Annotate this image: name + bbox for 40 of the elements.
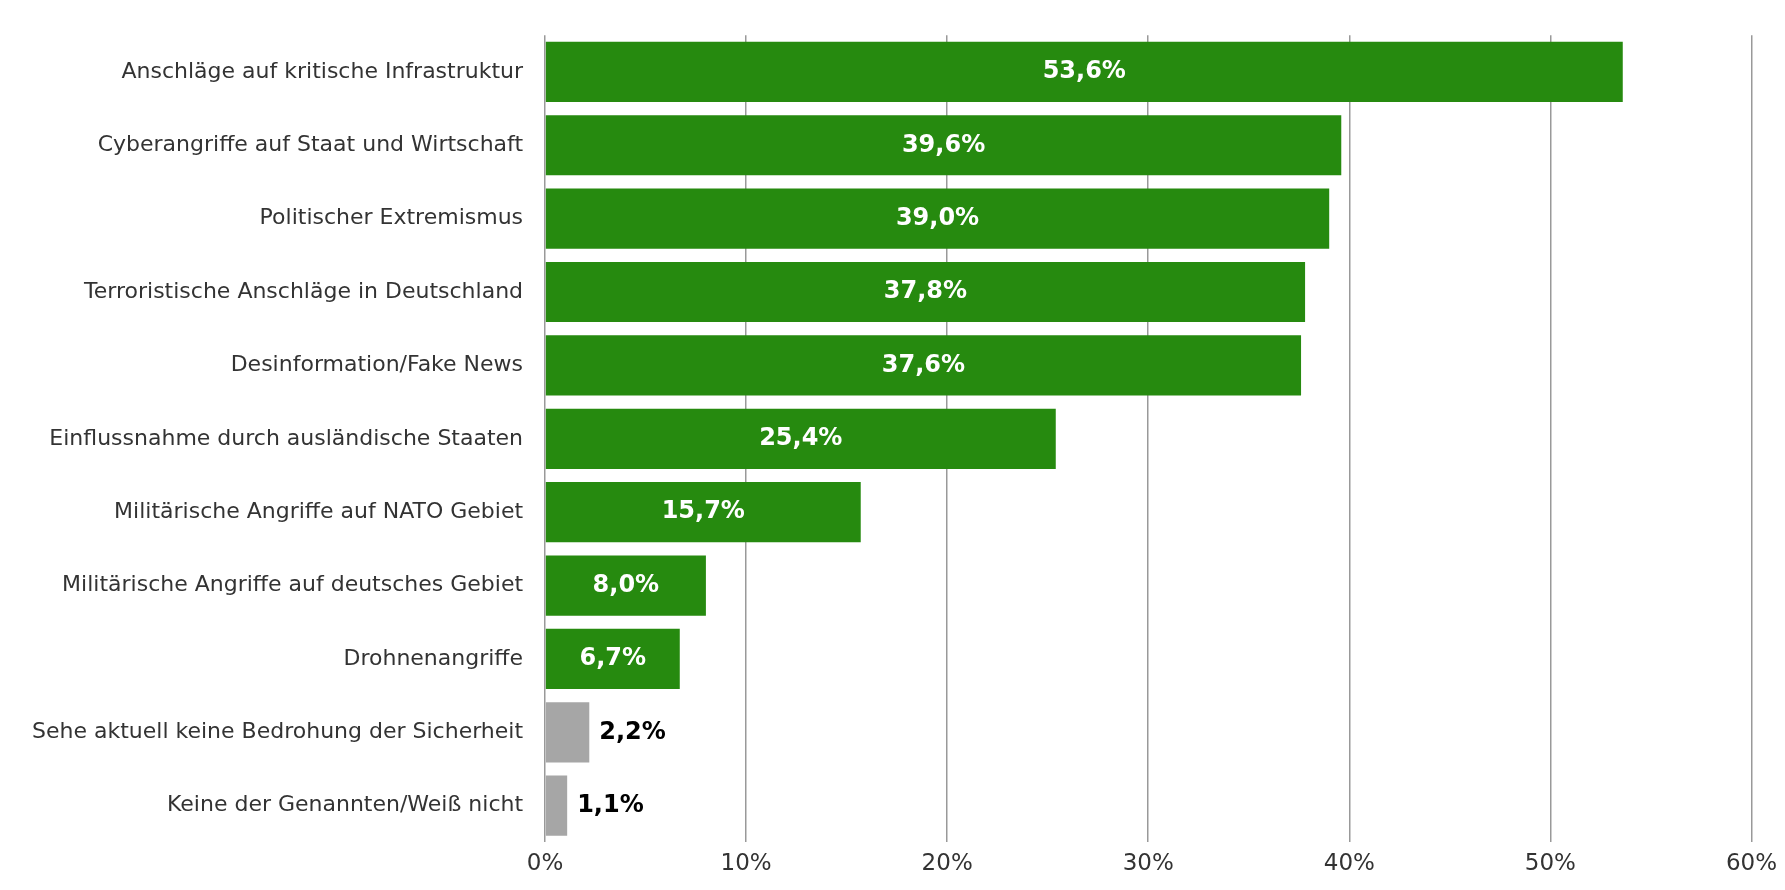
y-tick-label: Drohnenangriffe — [343, 644, 524, 670]
y-tick-label: Cyberangriffe auf Staat und Wirtschaft — [97, 130, 524, 156]
bar — [545, 702, 590, 763]
bar — [545, 775, 568, 836]
bar — [545, 261, 1306, 323]
y-tick-label: Militärische Angriffe auf NATO Gebiet — [114, 497, 524, 523]
x-tick-label: 10% — [720, 849, 772, 876]
data-label: 2,2% — [599, 716, 666, 745]
x-tick-label: 40% — [1323, 849, 1375, 876]
data-label: 1,1% — [577, 789, 644, 818]
bar — [545, 408, 1056, 469]
data-label: 15,7% — [661, 496, 745, 525]
data-label: 39,6% — [901, 129, 986, 158]
x-tick-label: 20% — [921, 849, 973, 876]
data-label: 53,6% — [1042, 56, 1126, 85]
y-tick-label: Politischer Extremismus — [259, 204, 524, 230]
data-label: 6,7% — [579, 643, 647, 672]
bar — [545, 188, 1330, 249]
y-tick-label: Desinformation/Fake News — [230, 351, 524, 377]
bar — [545, 41, 1623, 102]
y-tick-label: Einflussnahme durch ausländische Staaten — [49, 424, 524, 450]
bar — [545, 335, 1302, 396]
data-label: 8,0% — [592, 569, 660, 598]
data-label: 37,8% — [883, 276, 968, 305]
x-tick-label: 60% — [1725, 849, 1777, 876]
x-tick-label: 50% — [1524, 849, 1576, 876]
x-tick-label: 30% — [1122, 849, 1174, 876]
bar — [545, 482, 861, 543]
data-label: 37,6% — [881, 349, 966, 378]
x-tick-label: 0% — [526, 849, 564, 876]
y-tick-label: Terroristische Anschläge in Deutschland — [83, 277, 524, 303]
y-tick-label: Anschläge auf kritische Infrastruktur — [121, 57, 525, 83]
bar — [545, 628, 680, 690]
bar — [545, 555, 706, 616]
y-tick-label: Keine der Genannten/Weiß nicht — [166, 791, 524, 817]
bar — [545, 115, 1342, 176]
y-tick-label: Sehe aktuell keine Bedrohung der Sicherheit — [32, 718, 524, 744]
data-label: 39,0% — [895, 202, 980, 231]
data-label: 25,4% — [759, 423, 843, 452]
y-tick-label: Militärische Angriffe auf deutsches Gebiet — [62, 571, 524, 597]
